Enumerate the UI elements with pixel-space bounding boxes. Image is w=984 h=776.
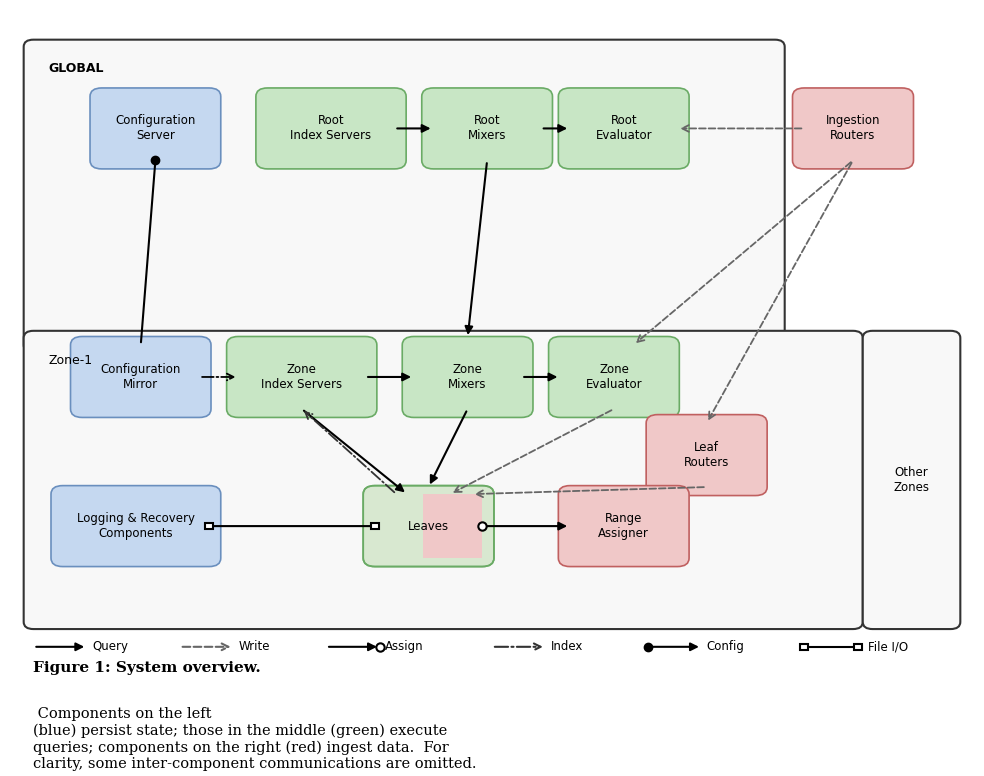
Text: Leaf
Routers: Leaf Routers xyxy=(684,441,729,469)
Text: Ingestion
Routers: Ingestion Routers xyxy=(826,114,881,143)
Text: Configuration
Server: Configuration Server xyxy=(115,114,196,143)
FancyBboxPatch shape xyxy=(558,88,689,169)
Text: Zone
Evaluator: Zone Evaluator xyxy=(585,363,643,391)
Text: Zone
Index Servers: Zone Index Servers xyxy=(261,363,342,391)
Text: Root
Evaluator: Root Evaluator xyxy=(595,114,652,143)
Text: Write: Write xyxy=(238,640,270,653)
FancyBboxPatch shape xyxy=(71,337,211,417)
Text: Config: Config xyxy=(707,640,745,653)
Text: Root
Mixers: Root Mixers xyxy=(467,114,507,143)
Text: GLOBAL: GLOBAL xyxy=(48,62,103,75)
Text: Query: Query xyxy=(92,640,128,653)
Bar xyxy=(205,523,213,529)
FancyBboxPatch shape xyxy=(646,414,768,496)
FancyBboxPatch shape xyxy=(402,337,533,417)
Text: Figure 1: System overview.: Figure 1: System overview. xyxy=(33,661,261,675)
Text: Assign: Assign xyxy=(385,640,423,653)
FancyBboxPatch shape xyxy=(422,88,552,169)
Text: Range
Assigner: Range Assigner xyxy=(598,512,649,540)
Text: Leaves: Leaves xyxy=(408,520,449,532)
FancyBboxPatch shape xyxy=(226,337,377,417)
FancyBboxPatch shape xyxy=(863,331,960,629)
FancyBboxPatch shape xyxy=(24,331,863,629)
FancyBboxPatch shape xyxy=(256,88,406,169)
FancyBboxPatch shape xyxy=(51,486,220,566)
FancyBboxPatch shape xyxy=(549,337,679,417)
FancyBboxPatch shape xyxy=(363,486,494,566)
Text: Root
Index Servers: Root Index Servers xyxy=(290,114,372,143)
Bar xyxy=(423,494,482,558)
Text: File I/O: File I/O xyxy=(868,640,908,653)
Bar xyxy=(800,644,808,650)
FancyBboxPatch shape xyxy=(90,88,220,169)
Bar xyxy=(854,644,862,650)
Text: Zone-1: Zone-1 xyxy=(48,354,92,366)
FancyBboxPatch shape xyxy=(792,88,913,169)
Bar xyxy=(371,523,379,529)
Text: Other
Zones: Other Zones xyxy=(893,466,930,494)
FancyBboxPatch shape xyxy=(24,40,784,352)
FancyBboxPatch shape xyxy=(558,486,689,566)
Text: Zone
Mixers: Zone Mixers xyxy=(449,363,487,391)
Text: Components on the left
(blue) persist state; those in the middle (green) execute: Components on the left (blue) persist st… xyxy=(33,707,477,771)
Text: Logging & Recovery
Components: Logging & Recovery Components xyxy=(77,512,195,540)
Text: Index: Index xyxy=(550,640,583,653)
Text: Configuration
Mirror: Configuration Mirror xyxy=(100,363,181,391)
